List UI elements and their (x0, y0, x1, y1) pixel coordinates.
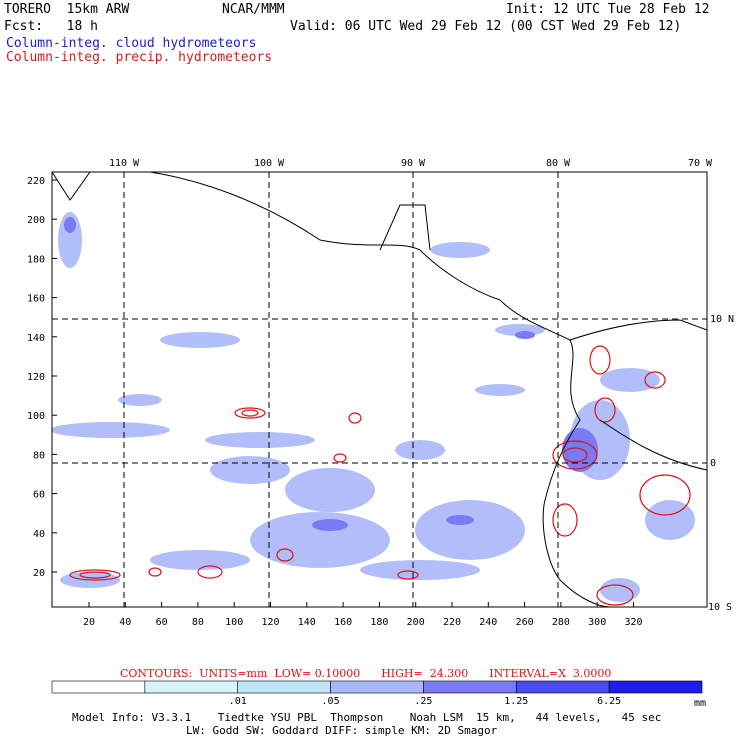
colorbar: .01 .05 .25 1.25 6.25 (51, 680, 703, 707)
x-tick-label: 320 (624, 617, 642, 628)
model-title: TORERO 15km ARW (4, 2, 130, 17)
lon-label: 100 W (254, 158, 285, 169)
lon-label: 80 W (546, 158, 571, 169)
y-tick-label: 140 (27, 333, 45, 344)
field-cloud-hydrometeors-label: Column-integ. cloud hydrometeors (6, 36, 257, 51)
lon-label: 110 W (109, 158, 140, 169)
x-tick-label: 40 (119, 617, 131, 628)
colorbar-segment (515, 680, 610, 694)
graticule (52, 172, 707, 607)
colorbar-level-label: .25 (414, 696, 432, 707)
colorbar-level-label: .05 (322, 696, 340, 707)
x-tick-label: 240 (479, 617, 497, 628)
lat-label: 10 S (708, 602, 732, 613)
colorbar-units: mm (694, 698, 707, 709)
map-contents (52, 172, 707, 607)
contour-info: CONTOURS: UNITS=mm LOW= 0.10000 HIGH= 24… (120, 667, 612, 680)
colorbar-level-label: 6.25 (597, 696, 621, 707)
y-tick-label: 80 (33, 450, 45, 461)
x-tick-label: 100 (225, 617, 243, 628)
y-tick-label: 220 (27, 176, 45, 187)
x-tick-label: 120 (261, 617, 279, 628)
colorbar-segment (51, 680, 146, 694)
x-tick-labels: 20 40 60 80 100 120 140 160 180 200 220 240 260 280 30… (83, 602, 643, 628)
y-tick-label: 20 (33, 568, 45, 579)
init-time: Init: 12 UTC Tue 28 Feb 12 (506, 2, 710, 17)
y-tick-labels: 20 40 60 80 100 120 140 160 180 200 220 (27, 176, 57, 579)
y-tick-label: 200 (27, 215, 45, 226)
x-tick-label: 140 (298, 617, 316, 628)
colorbar-level-label: .01 (229, 696, 247, 707)
x-tick-label: 60 (156, 617, 168, 628)
y-tick-label: 120 (27, 372, 45, 383)
coastlines (52, 172, 707, 607)
x-tick-label: 280 (552, 617, 570, 628)
x-tick-label: 180 (370, 617, 388, 628)
colorbar-segment (237, 680, 331, 694)
x-tick-label: 20 (83, 617, 95, 628)
y-tick-label: 180 (27, 254, 45, 265)
x-tick-label: 200 (407, 617, 425, 628)
colorbar-segment (423, 680, 517, 694)
lat-label: 10 N (710, 314, 734, 325)
x-tick-label: 260 (516, 617, 534, 628)
valid-time: Valid: 06 UTC Wed 29 Feb 12 (00 CST Wed … (290, 19, 682, 34)
y-tick-label: 60 (33, 490, 45, 501)
x-tick-label: 80 (192, 617, 204, 628)
lon-label: 90 W (401, 158, 426, 169)
colorbar-segment (144, 680, 239, 694)
model-info-line2: LW: Godd SW: Goddard DIFF: simple KM: 2D… (186, 724, 498, 737)
y-tick-label: 100 (27, 411, 45, 422)
model-info-line1: Model Info: V3.3.1 Tiedtke YSU PBL Thomp… (72, 711, 662, 724)
lat-label: 0 (710, 458, 716, 469)
x-tick-label: 300 (588, 617, 606, 628)
precip-contours (69, 345, 691, 606)
y-tick-label: 160 (27, 294, 45, 305)
lon-label: 70 W (688, 158, 713, 169)
forecast-hour: Fcst: 18 h (4, 19, 98, 34)
organization-label: NCAR/MMM (222, 2, 285, 17)
colorbar-level-label: 1.25 (504, 696, 528, 707)
x-tick-label: 220 (443, 617, 461, 628)
y-tick-label: 40 (33, 529, 45, 540)
x-tick-label: 160 (334, 617, 352, 628)
cloud-shading-dark (64, 217, 598, 531)
field-precip-hydrometeors-label: Column-integ. precip. hydrometeors (6, 50, 273, 65)
colorbar-segment (330, 680, 424, 694)
colorbar-segment (608, 680, 703, 694)
longitude-labels: 110 W 100 W 90 W 80 W 70 W (109, 158, 713, 169)
latitude-labels: 10 N 0 10 S (708, 314, 734, 613)
